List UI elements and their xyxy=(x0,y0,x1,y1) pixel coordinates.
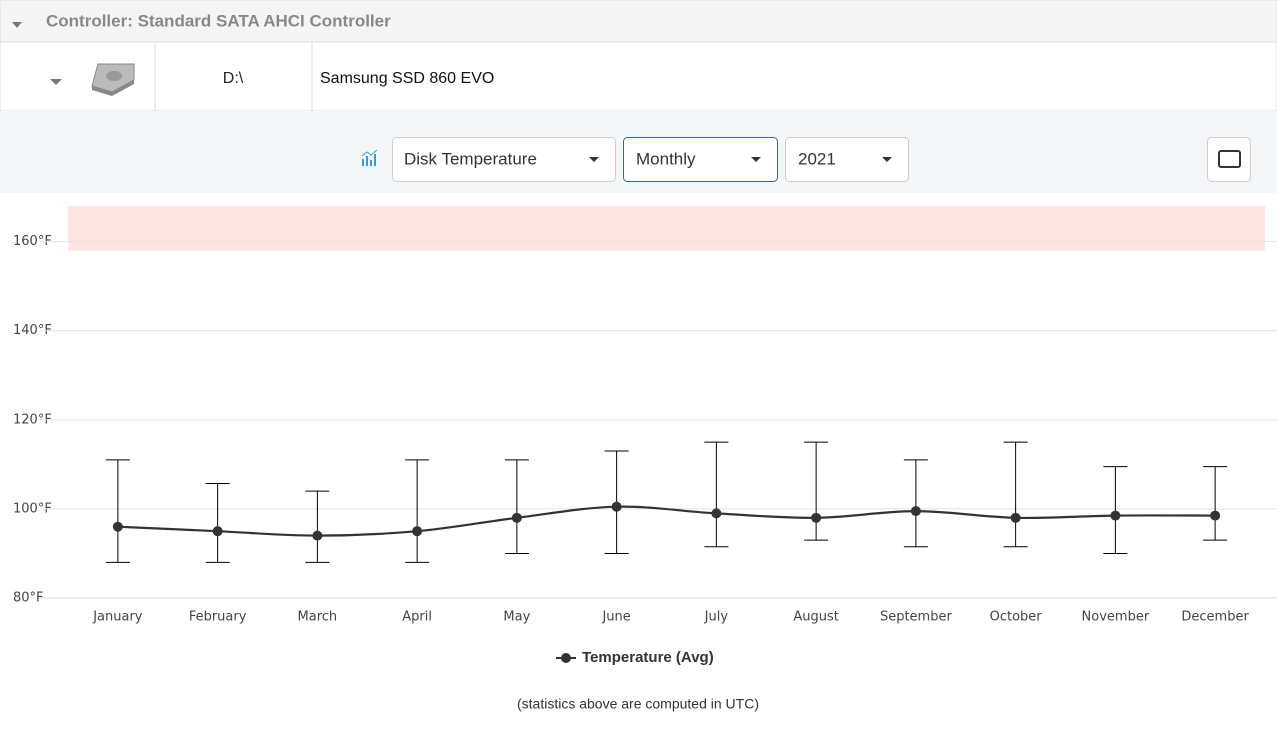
drive-letter: D:\ xyxy=(223,70,244,87)
x-tick-label: November xyxy=(1082,610,1150,625)
point xyxy=(1110,510,1121,521)
collapse-caret[interactable] xyxy=(12,22,22,28)
point xyxy=(1210,510,1221,521)
x-tick-label: March xyxy=(298,610,338,625)
x-tick-label: October xyxy=(990,610,1043,625)
y-tick-label: 120°F xyxy=(13,412,52,427)
x-tick-label: May xyxy=(503,610,530,625)
x-tick-label: January xyxy=(92,610,143,625)
year-value: 2021 xyxy=(798,149,836,168)
x-tick-label: February xyxy=(189,610,247,625)
disk-icon xyxy=(91,63,135,96)
metric-value: Disk Temperature xyxy=(404,149,537,168)
point xyxy=(910,506,921,517)
fullscreen-icon xyxy=(1218,150,1241,168)
year-select[interactable] xyxy=(785,137,909,182)
series-line xyxy=(117,505,1216,537)
point xyxy=(711,508,722,519)
x-tick-label: September xyxy=(880,610,953,625)
y-tick-label: 80°F xyxy=(13,591,44,606)
select-caret xyxy=(589,157,599,162)
chart-icon xyxy=(361,149,378,166)
select-caret xyxy=(882,157,892,162)
danger-band xyxy=(68,206,1265,251)
disk-row[interactable] xyxy=(0,41,1277,112)
point xyxy=(312,530,323,541)
x-tick-label: August xyxy=(793,610,839,625)
y-tick-label: 140°F xyxy=(13,323,52,338)
period-value: Monthly xyxy=(636,149,696,168)
y-tick-label: 160°F xyxy=(13,234,52,249)
legend-marker xyxy=(561,653,571,663)
metric-select[interactable] xyxy=(392,137,616,182)
point xyxy=(811,512,822,523)
legend-label: Temperature (Avg) xyxy=(582,649,714,666)
point xyxy=(212,526,223,537)
chart: 80°F 100°F 120°F 140°F 160°F January February M… xyxy=(13,206,1277,666)
point xyxy=(412,526,423,537)
x-tick-label: July xyxy=(704,610,729,625)
point xyxy=(611,501,622,512)
fullscreen-button[interactable] xyxy=(1207,137,1251,182)
point xyxy=(112,521,123,532)
select-caret xyxy=(751,157,761,162)
x-tick-label: June xyxy=(601,610,630,625)
period-select[interactable] xyxy=(623,137,778,182)
point xyxy=(511,512,522,523)
y-tick-label: 100°F xyxy=(13,501,52,516)
point xyxy=(1010,512,1021,523)
x-tick-label: December xyxy=(1181,610,1249,625)
footnote: (statistics above are computed in UTC) xyxy=(517,696,759,712)
expand-caret[interactable] xyxy=(50,79,62,85)
disk-model: Samsung SSD 860 EVO xyxy=(320,70,494,87)
controller-title: Controller: Standard SATA AHCI Controlle… xyxy=(46,11,391,30)
x-tick-label: April xyxy=(402,610,432,625)
